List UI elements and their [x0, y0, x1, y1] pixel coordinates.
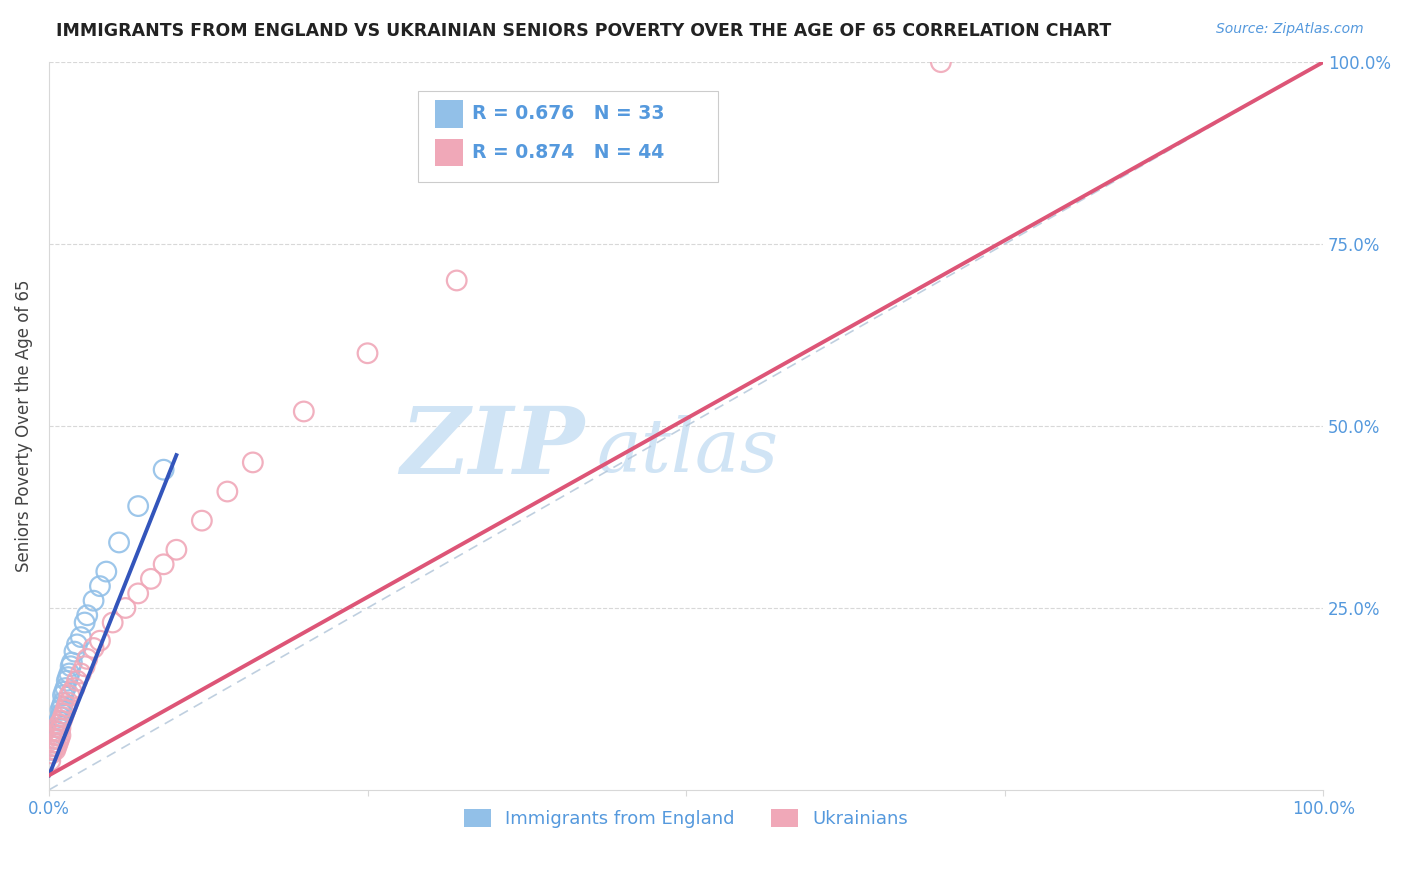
- Y-axis label: Seniors Poverty Over the Age of 65: Seniors Poverty Over the Age of 65: [15, 280, 32, 573]
- Point: [66, 673, 89, 688]
- Text: R = 0.874   N = 44: R = 0.874 N = 44: [472, 143, 664, 161]
- Point: [46, 724, 69, 739]
- Point: [53, 684, 76, 698]
- Point: [73, 659, 96, 673]
- Point: [83, 640, 105, 655]
- Point: [39, 754, 62, 768]
- Point: [51, 714, 73, 728]
- Point: [46, 724, 69, 739]
- Point: [127, 499, 149, 513]
- Point: [76, 652, 98, 666]
- Point: [58, 688, 80, 702]
- Point: [356, 346, 378, 360]
- Point: [56, 670, 79, 684]
- Point: [292, 404, 315, 418]
- Point: [52, 696, 75, 710]
- Point: [42, 739, 65, 754]
- FancyBboxPatch shape: [419, 91, 718, 182]
- Point: [60, 656, 83, 670]
- Bar: [434, 138, 463, 166]
- Point: [48, 717, 70, 731]
- Point: [89, 633, 111, 648]
- Point: [45, 728, 67, 742]
- Point: [44, 743, 66, 757]
- Point: [63, 645, 86, 659]
- Point: [42, 739, 65, 754]
- Point: [41, 747, 63, 761]
- Bar: [434, 100, 463, 128]
- Point: [48, 721, 70, 735]
- Point: [49, 728, 72, 742]
- Point: [69, 666, 91, 681]
- Point: [60, 684, 83, 698]
- Point: [42, 743, 65, 757]
- Legend: Immigrants from England, Ukrainians: Immigrants from England, Ukrainians: [457, 802, 915, 836]
- Point: [49, 710, 72, 724]
- Point: [56, 673, 79, 688]
- Point: [83, 593, 105, 607]
- Point: [139, 572, 162, 586]
- Point: [108, 535, 131, 549]
- Point: [217, 484, 239, 499]
- Point: [446, 273, 468, 287]
- Point: [58, 666, 80, 681]
- Point: [45, 728, 67, 742]
- Point: [127, 586, 149, 600]
- Point: [46, 736, 69, 750]
- Text: ZIP: ZIP: [399, 403, 583, 493]
- Point: [51, 706, 73, 721]
- Text: atlas: atlas: [598, 416, 779, 488]
- Point: [101, 615, 124, 630]
- Point: [44, 731, 66, 746]
- Point: [929, 55, 952, 70]
- Point: [53, 706, 76, 721]
- Point: [114, 601, 136, 615]
- Point: [45, 739, 67, 754]
- Point: [63, 681, 86, 695]
- Point: [612, 150, 634, 164]
- Point: [76, 608, 98, 623]
- Point: [55, 681, 77, 695]
- Point: [49, 703, 72, 717]
- Point: [242, 455, 264, 469]
- Point: [56, 699, 79, 714]
- Point: [52, 710, 75, 724]
- Point: [48, 731, 70, 746]
- Point: [46, 717, 69, 731]
- Point: [191, 514, 214, 528]
- Point: [51, 699, 73, 714]
- Point: [59, 659, 82, 673]
- Point: [42, 736, 65, 750]
- Point: [66, 637, 89, 651]
- Point: [44, 731, 66, 746]
- Point: [165, 542, 187, 557]
- Point: [41, 743, 63, 757]
- Point: [89, 579, 111, 593]
- Point: [73, 615, 96, 630]
- Text: IMMIGRANTS FROM ENGLAND VS UKRAINIAN SENIORS POVERTY OVER THE AGE OF 65 CORRELAT: IMMIGRANTS FROM ENGLAND VS UKRAINIAN SEN…: [56, 22, 1112, 40]
- Point: [152, 463, 174, 477]
- Point: [96, 565, 118, 579]
- Point: [52, 688, 75, 702]
- Point: [56, 696, 79, 710]
- Point: [49, 721, 72, 735]
- Point: [48, 714, 70, 728]
- Text: R = 0.676   N = 33: R = 0.676 N = 33: [472, 104, 665, 123]
- Point: [152, 558, 174, 572]
- Text: Source: ZipAtlas.com: Source: ZipAtlas.com: [1216, 22, 1364, 37]
- Point: [55, 703, 77, 717]
- Point: [69, 630, 91, 644]
- Point: [42, 736, 65, 750]
